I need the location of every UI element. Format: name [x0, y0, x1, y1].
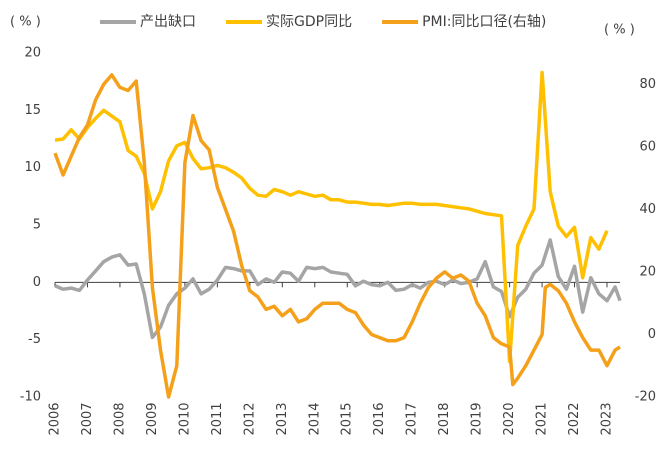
- x-tick-label: 2020: [502, 402, 517, 435]
- y2-unit-label: ( % ): [604, 23, 635, 38]
- x-tick-label: 2017: [405, 402, 420, 435]
- x-tick-label: 2006: [48, 402, 63, 435]
- y2-tick-label: 40: [639, 202, 656, 217]
- legend-label: 实际GDP同比: [266, 14, 352, 30]
- y2-tick-label: 60: [639, 139, 656, 154]
- x-tick-label: 2023: [600, 402, 615, 435]
- x-tick-label: 2007: [80, 402, 95, 435]
- y-tick-label: 5: [33, 218, 41, 233]
- x-tick-label: 2018: [437, 402, 452, 435]
- series-line: [54, 238, 622, 340]
- y2-tick-label: 80: [639, 77, 656, 92]
- x-tick-label: 2014: [307, 402, 322, 435]
- y2-tick-label: 20: [639, 264, 656, 279]
- x-tick-label: 2010: [177, 402, 192, 435]
- y-unit-label: ( % ): [10, 15, 41, 30]
- x-tick-label: 2013: [275, 402, 290, 435]
- x-tick-label: 2015: [340, 402, 355, 435]
- y-tick-label: -5: [28, 332, 41, 347]
- y-tick-label: 10: [24, 160, 41, 175]
- x-tick-label: 2019: [470, 402, 485, 435]
- x-tick-label: 2011: [210, 402, 225, 435]
- series-line: [54, 70, 609, 364]
- y2-tick-label: -20: [635, 390, 656, 405]
- y-tick-label: 0: [33, 275, 41, 290]
- x-tick-label: 2008: [112, 402, 127, 435]
- x-tick-label: 2012: [242, 402, 257, 435]
- x-tick-label: 2016: [372, 402, 387, 435]
- series-line: [53, 73, 621, 399]
- y-tick-label: 20: [24, 46, 41, 61]
- x-tick-label: 2021: [535, 402, 550, 435]
- y-tick-label: 15: [24, 103, 41, 118]
- y2-tick-label: 0: [648, 327, 656, 342]
- x-tick-label: 2009: [145, 402, 160, 435]
- y-tick-label: -10: [20, 390, 41, 405]
- legend-label: 产出缺口: [140, 14, 196, 30]
- x-tick-label: 2022: [567, 402, 582, 435]
- legend-label: PMI:同比口径(右轴): [422, 14, 546, 30]
